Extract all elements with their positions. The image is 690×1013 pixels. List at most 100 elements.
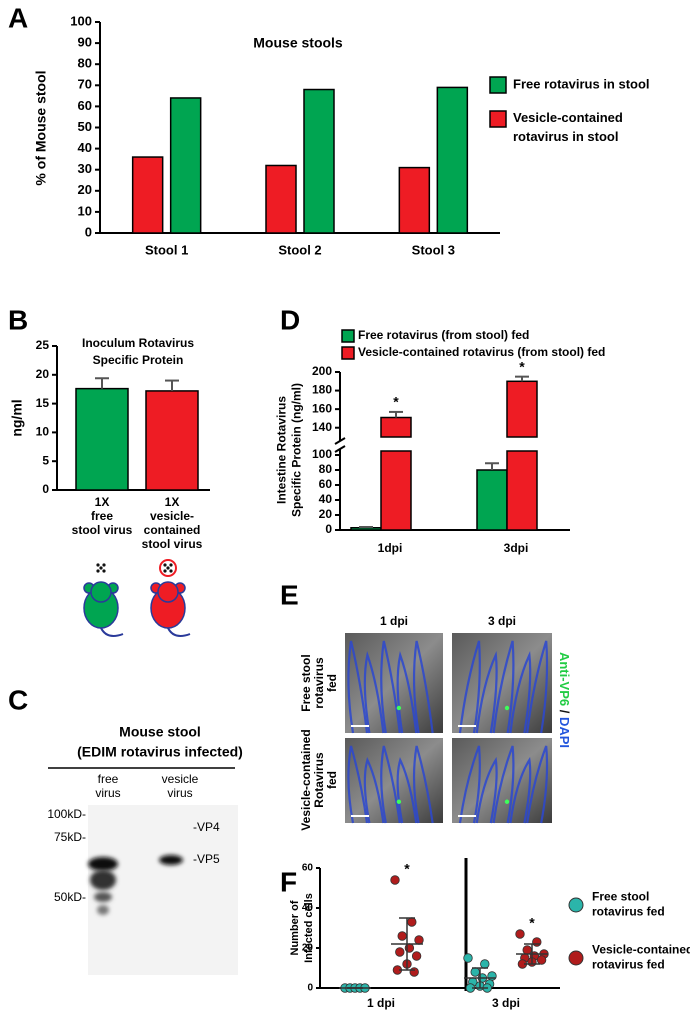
- x-tick-label: Stool 3: [412, 242, 455, 257]
- legend-swatch: [341, 346, 355, 360]
- text-line: free: [91, 509, 113, 523]
- y-tick-label: 0: [307, 983, 313, 994]
- vp6-signal: [396, 705, 402, 711]
- villus: [475, 650, 498, 734]
- legend-swatch: [489, 76, 507, 94]
- y-tick-label: 100: [70, 13, 92, 28]
- virus-icon: [163, 563, 167, 567]
- text-line: 1X: [95, 495, 110, 509]
- data-point: [480, 959, 490, 969]
- y-tick-label: 60: [302, 863, 314, 874]
- villus: [363, 756, 385, 824]
- micrograph: [345, 738, 443, 823]
- data-point: [463, 953, 473, 963]
- y-tick-label: 0: [325, 522, 332, 536]
- data-point: [536, 955, 547, 965]
- y-tick-label: 100: [312, 447, 332, 461]
- virus-icon: [96, 563, 100, 567]
- text-line: vesicle-: [150, 509, 194, 523]
- villus: [526, 745, 549, 824]
- y-tick-label: 10: [78, 203, 92, 218]
- panel-label: C: [8, 684, 28, 715]
- data-point: [407, 917, 417, 927]
- text-line: contained: [144, 523, 201, 537]
- virus-icon: [166, 566, 170, 570]
- text-line: stool virus: [72, 523, 133, 537]
- bar: [380, 416, 412, 438]
- villus: [458, 745, 481, 824]
- y-tick-label: 5: [42, 453, 49, 467]
- data-point: [532, 937, 542, 947]
- blot-band: [90, 870, 116, 890]
- x-tick-label: 3 dpi: [492, 996, 520, 1010]
- y-axis-label: Intestine RotavirusSpecific Protein (ng/…: [275, 383, 304, 517]
- legend-label: Free rotavirus in stool: [513, 76, 650, 91]
- column-header: 3 dpi: [488, 614, 516, 628]
- villus: [412, 745, 434, 824]
- legend-swatch: [489, 110, 507, 128]
- bar: [476, 469, 508, 531]
- villus: [458, 640, 481, 734]
- bar: [303, 88, 335, 234]
- y-tick-label: 200: [312, 364, 332, 378]
- stain-name: DAPI: [557, 717, 572, 748]
- y-tick-label: 40: [319, 492, 333, 506]
- text-line: fed: [325, 674, 339, 692]
- legend-label: Vesicle-contained rotavirus in stool: [513, 110, 623, 144]
- axis-break: [334, 445, 346, 453]
- villus: [475, 756, 498, 824]
- villus: [509, 756, 532, 824]
- stain-label: Anti-VP6 / DAPI: [557, 652, 572, 748]
- y-axis-label: % of Mouse stool: [33, 70, 49, 185]
- x-tick-label: 1 dpi: [367, 996, 395, 1010]
- text-line: Number of: [289, 900, 301, 955]
- panel-label: F: [280, 866, 297, 897]
- panel-label: A: [8, 2, 28, 33]
- marker-label: 75kD-: [54, 830, 86, 844]
- vp6-signal: [396, 799, 402, 804]
- bar: [398, 166, 431, 234]
- data-point: [470, 967, 480, 977]
- band-label: -VP4: [193, 820, 220, 834]
- panel-label: D: [280, 304, 300, 335]
- row-label: Vesicle-containedRotavirusfed: [299, 729, 339, 830]
- micrograph: [345, 633, 443, 733]
- villus: [526, 640, 549, 734]
- blot-membrane: [88, 805, 238, 975]
- bar: [145, 390, 199, 491]
- y-tick-label: 30: [78, 161, 92, 176]
- bar: [506, 380, 538, 438]
- blot-band: [94, 892, 112, 902]
- villus: [412, 640, 434, 734]
- column-header: 1 dpi: [380, 614, 408, 628]
- text-line: Vesicle-contained: [299, 729, 313, 830]
- text-line: virus: [95, 786, 120, 800]
- text-line: Free stool: [299, 654, 313, 711]
- blot-band: [159, 855, 183, 865]
- annotation: *: [529, 915, 535, 931]
- mouse-head: [90, 581, 112, 603]
- bar: [506, 450, 538, 531]
- y-tick-label: 0: [42, 482, 49, 496]
- legend-label: Vesicle-contained rotavirus (from stool)…: [358, 345, 605, 359]
- marker-label: 50kD-: [54, 890, 86, 904]
- data-point: [414, 935, 424, 945]
- mouse-tail: [167, 627, 191, 637]
- text-line: free: [98, 772, 119, 786]
- villus: [509, 650, 532, 734]
- blot-title: Mouse stool: [119, 724, 201, 740]
- text-line: Rotavirus: [312, 752, 326, 808]
- text-line: rotavirus fed: [592, 905, 665, 919]
- virus-icon: [163, 569, 167, 573]
- villus: [363, 650, 385, 734]
- text-line: rotavirus fed: [592, 958, 665, 972]
- x-tick-label: Stool 2: [278, 242, 321, 257]
- mouse-head: [157, 581, 179, 603]
- y-tick-label: 80: [319, 462, 333, 476]
- villus: [396, 650, 418, 734]
- text-line: Specific Protein (ng/ml): [290, 383, 304, 517]
- band-label: -VP5: [193, 852, 220, 866]
- text-line: rotavirus in stool: [513, 129, 618, 144]
- y-tick-label: 140: [312, 420, 332, 434]
